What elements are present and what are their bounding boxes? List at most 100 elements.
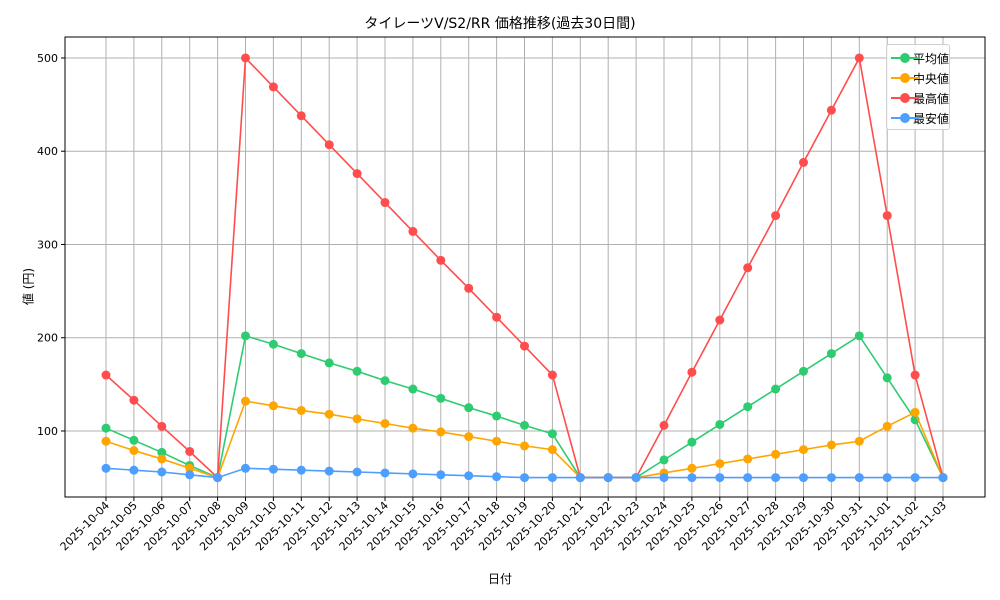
data-point (910, 370, 920, 380)
data-point (436, 255, 446, 265)
data-point (157, 467, 167, 477)
data-point (296, 111, 306, 121)
data-point (268, 464, 278, 474)
y-tick-label: 200 (37, 332, 58, 345)
y-tick-label: 100 (37, 425, 58, 438)
data-point (324, 358, 334, 368)
data-point (324, 409, 334, 419)
data-point (771, 449, 781, 459)
data-point (408, 384, 418, 394)
data-point (799, 157, 808, 167)
data-point (492, 472, 502, 482)
data-point (352, 467, 362, 477)
data-point (743, 473, 753, 483)
legend-item-average: 平均値 (891, 48, 949, 68)
data-point (492, 312, 502, 322)
data-point (910, 407, 920, 417)
data-point (324, 140, 334, 150)
data-point (101, 436, 111, 446)
data-point (157, 454, 167, 464)
data-point (157, 421, 167, 431)
data-point (715, 473, 725, 483)
data-point (687, 463, 697, 473)
data-point (771, 384, 781, 394)
data-point (408, 226, 418, 236)
data-point (101, 423, 111, 433)
data-point (436, 393, 446, 403)
data-point (687, 437, 697, 447)
data-point (352, 366, 362, 376)
data-point (631, 473, 641, 483)
chart-title: タイレーツV/S2/RR 価格推移(過去30日間) (364, 16, 636, 32)
data-point (799, 366, 808, 376)
legend-label: 最高値 (912, 91, 949, 106)
data-point (547, 370, 557, 380)
legend-marker-icon (891, 88, 919, 108)
y-tick-label: 300 (37, 238, 58, 251)
data-point (771, 473, 781, 483)
data-point (129, 446, 139, 456)
data-point (296, 465, 306, 475)
data-point (408, 469, 418, 479)
data-point (520, 341, 529, 351)
legend-label: 最安値 (912, 111, 949, 126)
data-point (520, 473, 529, 483)
data-point (659, 420, 669, 430)
data-point (575, 473, 585, 483)
data-point (492, 436, 502, 446)
data-point (882, 473, 892, 483)
data-point (799, 473, 808, 483)
data-point (101, 463, 111, 473)
data-point (296, 349, 306, 359)
x-axis-label: 日付 (487, 572, 512, 586)
data-point (185, 446, 195, 456)
data-point (101, 370, 111, 380)
data-point (826, 473, 836, 483)
data-series (101, 53, 948, 483)
y-axis-label: 値 (円) (21, 267, 36, 306)
legend-marker-icon (891, 68, 919, 88)
data-point (241, 463, 250, 473)
data-point (799, 445, 808, 455)
data-point (324, 466, 334, 476)
data-point (715, 315, 725, 325)
data-point (464, 283, 474, 293)
data-point (771, 211, 781, 221)
data-point (882, 211, 892, 221)
data-point (743, 402, 753, 412)
data-point (520, 420, 529, 430)
data-point (408, 423, 418, 433)
data-point (715, 419, 725, 429)
data-point (268, 339, 278, 349)
data-point (296, 405, 306, 415)
data-point (882, 421, 892, 431)
data-point (464, 432, 474, 442)
legend-item-median: 中央値 (891, 68, 949, 88)
series-line (101, 463, 948, 483)
data-point (826, 105, 836, 115)
legend-item-min: 最安値 (891, 108, 949, 128)
data-point (854, 473, 864, 483)
data-point (185, 463, 195, 473)
legend-marker-icon (891, 108, 919, 128)
y-axis-ticks: 100 200 300 400 500 (37, 52, 65, 438)
data-point (380, 419, 390, 429)
data-point (268, 82, 278, 92)
data-point (129, 395, 139, 405)
data-point (854, 331, 864, 341)
data-point (547, 429, 557, 439)
data-point (436, 427, 446, 437)
data-point (687, 473, 697, 483)
data-point (464, 403, 474, 413)
legend: 平均値 中央値 最高値 最安値 (886, 44, 950, 130)
data-point (743, 454, 753, 464)
data-point (352, 169, 362, 179)
data-point (659, 455, 669, 465)
legend-label: 平均値 (912, 51, 949, 66)
series-line (101, 53, 948, 483)
y-tick-label: 400 (37, 145, 58, 158)
data-point (659, 473, 669, 483)
data-point (826, 349, 836, 359)
data-point (547, 473, 557, 483)
y-tick-label: 500 (37, 52, 58, 65)
